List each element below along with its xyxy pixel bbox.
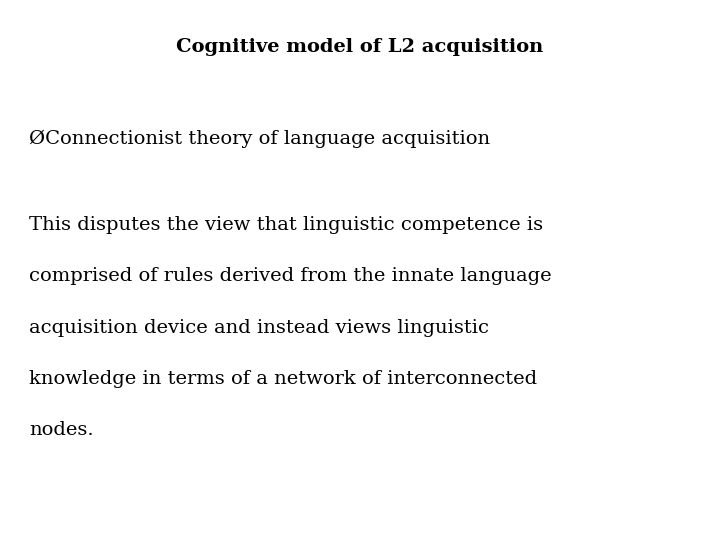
Text: nodes.: nodes.	[29, 421, 94, 439]
Text: Cognitive model of L2 acquisition: Cognitive model of L2 acquisition	[176, 38, 544, 56]
Text: comprised of rules derived from the innate language: comprised of rules derived from the inna…	[29, 267, 552, 285]
Text: ØConnectionist theory of language acquisition: ØConnectionist theory of language acquis…	[29, 130, 490, 148]
Text: This disputes the view that linguistic competence is: This disputes the view that linguistic c…	[29, 216, 543, 234]
Text: acquisition device and instead views linguistic: acquisition device and instead views lin…	[29, 319, 489, 336]
Text: knowledge in terms of a network of interconnected: knowledge in terms of a network of inter…	[29, 370, 537, 388]
